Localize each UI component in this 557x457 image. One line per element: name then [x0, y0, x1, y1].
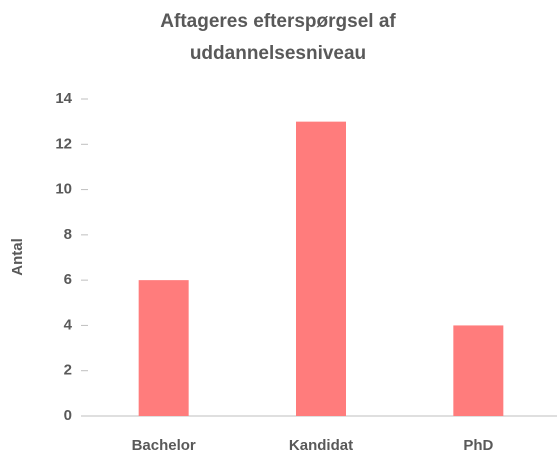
- x-tick-label: PhD: [463, 437, 493, 454]
- y-tick-label: 6: [64, 271, 72, 288]
- y-tick-label: 4: [64, 316, 73, 333]
- bar: [138, 280, 189, 416]
- y-tick-label: 14: [55, 90, 72, 107]
- chart-title: uddannelsesniveau: [190, 43, 366, 64]
- chart-title: Aftageres efterspørgsel af: [160, 11, 396, 32]
- y-axis-label: Antal: [9, 238, 26, 276]
- y-tick-label: 8: [64, 226, 72, 243]
- y-tick-label: 10: [55, 181, 72, 198]
- y-tick-label: 12: [55, 135, 72, 152]
- bar: [296, 121, 346, 417]
- y-tick-label: 2: [64, 362, 72, 379]
- y-tick-label: 0: [64, 407, 72, 424]
- x-tick-label: Kandidat: [289, 437, 353, 454]
- bar: [453, 325, 504, 416]
- x-tick-label: Bachelor: [132, 437, 196, 454]
